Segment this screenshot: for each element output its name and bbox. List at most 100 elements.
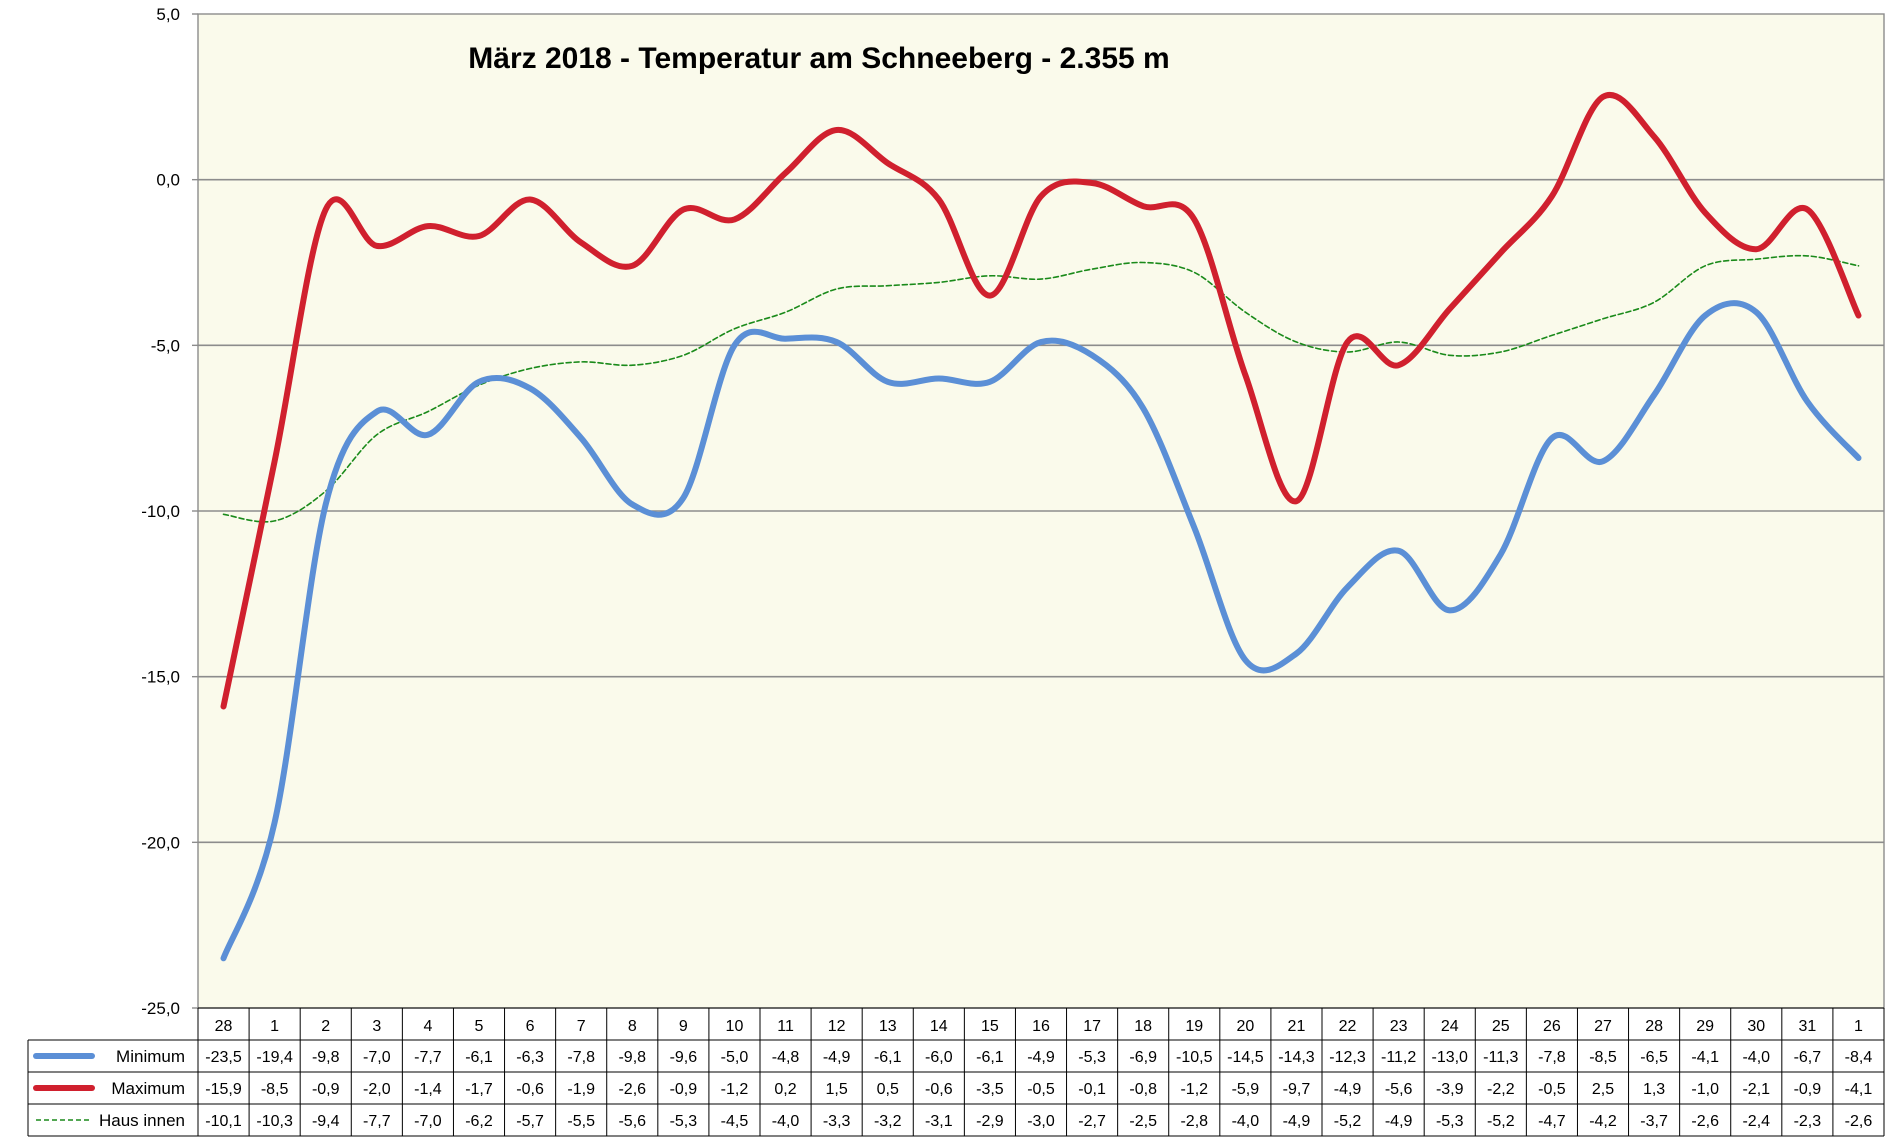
data-cell: -0,5 xyxy=(1027,1081,1055,1098)
data-cell: -3,3 xyxy=(823,1113,851,1130)
data-cell: -11,3 xyxy=(1483,1049,1518,1066)
data-cell: -7,0 xyxy=(414,1113,442,1130)
data-cell: -4,1 xyxy=(1845,1081,1873,1098)
data-cell: -4,1 xyxy=(1691,1049,1719,1066)
data-cell: -9,6 xyxy=(670,1049,698,1066)
x-tick-label: 18 xyxy=(1134,1018,1152,1035)
data-cell: -0,9 xyxy=(1794,1081,1822,1098)
x-tick-label: 12 xyxy=(828,1018,846,1035)
data-cell: -8,4 xyxy=(1845,1049,1873,1066)
x-tick-label: 6 xyxy=(526,1018,535,1035)
data-cell: -1,4 xyxy=(414,1081,442,1098)
data-cell: -6,2 xyxy=(465,1113,493,1130)
y-axis-ticks: 5,0 0,0 -5,0 -10,0 -15,0 -20,0 -25,0 xyxy=(141,5,198,1018)
data-cell: -5,9 xyxy=(1232,1081,1260,1098)
data-cell: -2,9 xyxy=(976,1113,1004,1130)
data-cell: -6,1 xyxy=(976,1049,1004,1066)
data-cell: -1,0 xyxy=(1691,1081,1719,1098)
data-cell: -6,3 xyxy=(516,1049,544,1066)
data-cell: -0,9 xyxy=(670,1081,698,1098)
data-cell: -4,9 xyxy=(1385,1113,1413,1130)
series-line-maximum xyxy=(220,91,1862,710)
x-tick-label: 10 xyxy=(726,1018,744,1035)
legend-label: Maximum xyxy=(111,1079,185,1098)
x-tick-label: 19 xyxy=(1185,1018,1203,1035)
data-cell: -3,1 xyxy=(925,1113,953,1130)
x-tick-label: 5 xyxy=(475,1018,484,1035)
data-cell: -2,0 xyxy=(363,1081,391,1098)
data-cell: -1,9 xyxy=(567,1081,595,1098)
data-cell: -2,3 xyxy=(1794,1113,1822,1130)
x-tick-label: 7 xyxy=(577,1018,586,1035)
x-tick-label: 9 xyxy=(679,1018,688,1035)
data-cell: -0,1 xyxy=(1078,1081,1106,1098)
data-cell: -5,2 xyxy=(1334,1113,1362,1130)
data-cell: -8,5 xyxy=(261,1081,289,1098)
y-tick-label: -20,0 xyxy=(141,833,180,852)
x-tick-label: 22 xyxy=(1339,1018,1357,1035)
data-cell: -13,0 xyxy=(1431,1049,1468,1066)
data-cell: -2,6 xyxy=(1691,1113,1719,1130)
data-cell: -4,0 xyxy=(1232,1113,1260,1130)
data-cell: -4,8 xyxy=(772,1049,800,1066)
data-cell: -3,9 xyxy=(1436,1081,1464,1098)
data-cell: -3,0 xyxy=(1027,1113,1055,1130)
data-cell: -4,9 xyxy=(1027,1049,1055,1066)
x-tick-label: 1 xyxy=(270,1018,279,1035)
data-cell: -0,6 xyxy=(925,1081,953,1098)
data-cell: -5,7 xyxy=(516,1113,544,1130)
data-cell: -1,2 xyxy=(1180,1081,1208,1098)
data-cell: -5,6 xyxy=(1385,1081,1413,1098)
data-cell: -6,1 xyxy=(874,1049,902,1066)
x-tick-label: 8 xyxy=(628,1018,637,1035)
x-tick-label: 17 xyxy=(1083,1018,1101,1035)
x-tick-label: 28 xyxy=(1645,1018,1663,1035)
data-cell: -6,1 xyxy=(465,1049,493,1066)
y-tick-label: 5,0 xyxy=(156,5,180,24)
data-cell: -5,3 xyxy=(1436,1113,1464,1130)
data-cell: -6,9 xyxy=(1129,1049,1157,1066)
x-tick-label: 1 xyxy=(1854,1018,1863,1035)
data-cell: -0,9 xyxy=(312,1081,340,1098)
x-tick-label: 21 xyxy=(1288,1018,1306,1035)
data-cell: -15,9 xyxy=(205,1081,242,1098)
data-cell: -0,6 xyxy=(516,1081,544,1098)
data-cell: -3,7 xyxy=(1640,1113,1668,1130)
data-cell: -14,5 xyxy=(1227,1049,1264,1066)
data-cell: -7,0 xyxy=(363,1049,391,1066)
data-cell: 2,5 xyxy=(1592,1081,1614,1098)
data-cell: -11,2 xyxy=(1381,1049,1416,1066)
data-cell: -6,5 xyxy=(1640,1049,1668,1066)
data-cell: -2,7 xyxy=(1078,1113,1106,1130)
x-tick-label: 14 xyxy=(930,1018,948,1035)
data-cell: 0,5 xyxy=(877,1081,899,1098)
data-cell: -9,8 xyxy=(312,1049,340,1066)
data-cell: -4,9 xyxy=(1334,1081,1362,1098)
x-tick-label: 3 xyxy=(372,1018,381,1035)
x-tick-label: 2 xyxy=(321,1018,330,1035)
x-tick-label: 25 xyxy=(1492,1018,1510,1035)
data-cell: -2,4 xyxy=(1742,1113,1770,1130)
gridlines xyxy=(197,13,1885,1009)
data-cell: -4,0 xyxy=(772,1113,800,1130)
data-cell: -5,3 xyxy=(670,1113,698,1130)
x-tick-label: 28 xyxy=(215,1018,233,1035)
data-cell: -2,5 xyxy=(1129,1113,1157,1130)
data-cell: -10,5 xyxy=(1176,1049,1213,1066)
x-tick-label: 16 xyxy=(1032,1018,1050,1035)
data-cell: -3,5 xyxy=(976,1081,1004,1098)
x-tick-label: 31 xyxy=(1798,1018,1816,1035)
data-cell: -8,5 xyxy=(1589,1049,1617,1066)
data-cell: -5,0 xyxy=(721,1049,749,1066)
x-tick-label: 4 xyxy=(423,1018,432,1035)
data-cell: -6,7 xyxy=(1794,1049,1822,1066)
data-cell: -5,3 xyxy=(1078,1049,1106,1066)
x-tick-label: 26 xyxy=(1543,1018,1561,1035)
data-cell: 1,3 xyxy=(1643,1081,1665,1098)
chart-title: März 2018 - Temperatur am Schneeberg - 2… xyxy=(468,42,1169,75)
data-cell: -10,3 xyxy=(256,1113,293,1130)
x-tick-label: 15 xyxy=(981,1018,999,1035)
x-tick-label: 27 xyxy=(1594,1018,1612,1035)
data-cell: -12,3 xyxy=(1329,1049,1366,1066)
data-cell: -7,7 xyxy=(363,1113,391,1130)
